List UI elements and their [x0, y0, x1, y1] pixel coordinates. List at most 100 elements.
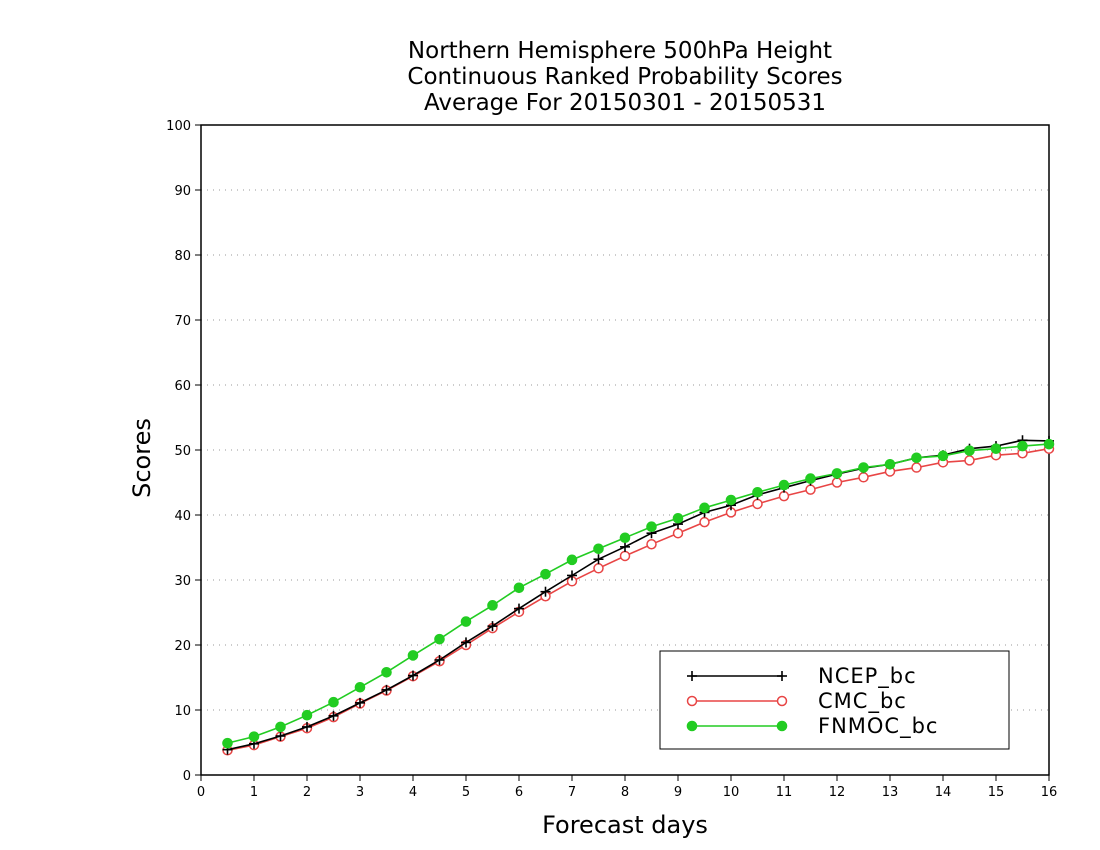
x-axis-ticks: 0 1 2 3 4 5 6 7 8 9 10 11 12 13 14 15 16	[197, 775, 1057, 800]
x-tick-label: 5	[462, 785, 470, 800]
y-tick-label: 100	[166, 119, 191, 134]
data-point-ncep-bc	[275, 731, 286, 741]
data-point-ncep-bc	[620, 541, 630, 552]
y-tick-label: 30	[174, 574, 191, 589]
legend-marker	[777, 671, 787, 681]
x-tick-label: 6	[515, 785, 523, 800]
y-tick-label: 50	[174, 444, 191, 459]
data-point-ncep-bc	[461, 637, 471, 648]
data-point-fnmoc-bc	[487, 600, 498, 611]
data-point-fnmoc-bc	[699, 502, 710, 514]
x-tick-label: 15	[988, 785, 1005, 800]
data-point-ncep-bc	[434, 654, 445, 665]
data-point-ncep-bc	[381, 684, 392, 695]
data-point-ncep-bc	[487, 621, 498, 632]
x-tick-label: 13	[882, 785, 899, 800]
legend-marker	[776, 695, 788, 707]
legend-label: NCEP_bc	[818, 664, 917, 689]
data-point-fnmoc-bc	[328, 696, 339, 708]
legend-marker	[687, 671, 697, 681]
data-point-fnmoc-bc	[646, 521, 657, 533]
data-point-fnmoc-bc	[460, 616, 472, 627]
x-tick-label: 10	[723, 785, 740, 800]
data-point-fnmoc-bc	[513, 582, 525, 594]
legend-marker	[686, 720, 698, 732]
x-tick-label: 0	[197, 785, 205, 800]
y-tick-label: 20	[174, 639, 191, 654]
y-tick-label: 70	[174, 314, 191, 329]
y-tick-label: 10	[174, 704, 191, 719]
legend-entry-cmc-bc: CMC_bc	[686, 689, 907, 714]
data-point-fnmoc-bc	[248, 731, 260, 742]
legend-box	[659, 650, 1010, 750]
chart-title: Northern Hemisphere 500hPa Height Contin…	[407, 38, 842, 116]
legend-label: FNMOC_bc	[818, 714, 938, 739]
data-point-fnmoc-bc	[858, 462, 869, 473]
x-tick-label: 14	[935, 785, 952, 800]
y-tick-label: 40	[174, 509, 191, 524]
data-point-fnmoc-bc	[381, 667, 392, 678]
data-point-cmc-bc	[752, 498, 763, 510]
title-line-3: Average For 20150301 - 20150531	[424, 90, 826, 116]
data-point-fnmoc-bc	[964, 445, 975, 456]
data-point-fnmoc-bc	[831, 468, 843, 479]
x-tick-label: 2	[303, 785, 311, 800]
y-tick-label: 80	[174, 249, 191, 264]
data-point-ncep-bc	[567, 570, 577, 581]
data-point-cmc-bc	[672, 527, 684, 539]
data-point-cmc-bc	[831, 477, 843, 488]
data-point-ncep-bc	[328, 710, 339, 721]
data-point-ncep-bc	[355, 697, 365, 708]
x-tick-label: 11	[776, 785, 793, 800]
title-line-2: Continuous Ranked Probability Scores	[407, 64, 842, 90]
x-tick-label: 8	[621, 785, 629, 800]
data-point-cmc-bc	[911, 462, 922, 473]
x-tick-label: 4	[409, 785, 417, 800]
data-point-fnmoc-bc	[805, 473, 816, 484]
data-point-ncep-bc	[302, 721, 312, 732]
data-point-fnmoc-bc	[434, 633, 445, 645]
data-point-fnmoc-bc	[593, 543, 604, 555]
data-point-fnmoc-bc	[672, 512, 684, 524]
title-line-1: Northern Hemisphere 500hPa Height	[408, 38, 832, 64]
data-point-cmc-bc	[593, 563, 604, 574]
y-axis-ticks: 0 10 20 30 40 50 60 70 80 90 100	[166, 119, 201, 784]
y-tick-label: 60	[174, 379, 191, 394]
x-tick-label: 16	[1041, 785, 1058, 800]
legend-marker	[686, 695, 698, 707]
data-point-fnmoc-bc	[778, 479, 790, 491]
y-axis-label: Scores	[128, 418, 156, 498]
series-layer	[222, 435, 1055, 756]
data-point-fnmoc-bc	[354, 681, 366, 693]
x-axis-label: Forecast days	[542, 811, 708, 839]
data-point-cmc-bc	[964, 455, 975, 466]
data-point-fnmoc-bc	[990, 443, 1002, 455]
x-tick-label: 7	[568, 785, 576, 800]
legend-marker	[776, 720, 788, 732]
data-point-ncep-bc	[540, 586, 551, 597]
data-point-fnmoc-bc	[725, 494, 737, 506]
data-point-fnmoc-bc	[275, 721, 286, 733]
data-point-fnmoc-bc	[222, 737, 233, 749]
legend-label: CMC_bc	[818, 689, 907, 714]
x-tick-label: 9	[674, 785, 682, 800]
data-point-cmc-bc	[778, 490, 790, 502]
data-point-fnmoc-bc	[752, 486, 763, 498]
data-point-fnmoc-bc	[566, 554, 578, 566]
data-point-cmc-bc	[858, 472, 869, 483]
data-point-fnmoc-bc	[1017, 440, 1028, 452]
y-tick-label: 90	[174, 184, 191, 199]
data-point-fnmoc-bc	[937, 450, 949, 462]
data-point-cmc-bc	[619, 550, 631, 562]
gridlines	[201, 189, 1049, 711]
legend-entry-fnmoc-bc: FNMOC_bc	[686, 714, 938, 739]
x-tick-label: 3	[356, 785, 364, 800]
data-point-fnmoc-bc	[540, 568, 551, 580]
data-point-fnmoc-bc	[911, 452, 922, 464]
data-point-ncep-bc	[408, 670, 418, 681]
data-point-fnmoc-bc	[1043, 438, 1055, 450]
data-point-fnmoc-bc	[407, 650, 419, 661]
legend-entry-ncep-bc: NCEP_bc	[687, 664, 917, 689]
data-point-cmc-bc	[699, 516, 710, 528]
